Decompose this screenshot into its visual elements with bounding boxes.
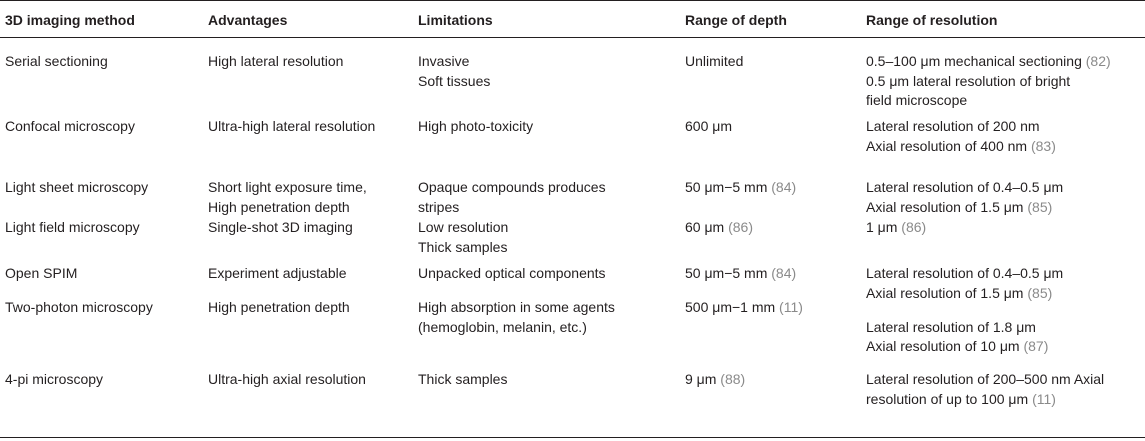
header-limitations: Limitations bbox=[418, 12, 493, 28]
cell-line: Opaque compounds produces bbox=[418, 179, 606, 195]
citation-ref: (83) bbox=[1030, 137, 1056, 154]
cell-line: (hemoglobin, melanin, etc.) bbox=[418, 318, 587, 335]
citation-ref: (82) bbox=[1085, 53, 1111, 69]
cell-line: 500 μm−1 mm (11) bbox=[685, 299, 803, 315]
cell-limitations: Invasive Soft tissues bbox=[418, 52, 490, 91]
cell-resolution: Lateral resolution of 1.8 μm Axial resolu… bbox=[866, 298, 1048, 357]
cell-line: Axial resolution of 10 μm (87) bbox=[866, 338, 1049, 354]
citation-ref: (84) bbox=[771, 179, 797, 195]
cell-line: Lateral resolution of 0.4–0.5 μm bbox=[866, 265, 1064, 281]
cell-method: Open SPIM bbox=[5, 265, 78, 281]
cell-advantages: Single-shot 3D imaging bbox=[208, 218, 353, 238]
cell-line: High lateral resolution bbox=[208, 53, 344, 69]
cell-depth: Unlimited bbox=[685, 52, 743, 72]
cell-line: Axial resolution of 1.5 μm (85) bbox=[866, 284, 1053, 301]
cell-line: 600 μm bbox=[685, 118, 732, 134]
bottom-rule bbox=[0, 437, 1145, 438]
citation-ref: (84) bbox=[771, 265, 797, 281]
header-depth: Range of depth bbox=[685, 12, 787, 28]
cell-limitations: High absorption in some agents (hemoglobi… bbox=[418, 298, 615, 337]
citation-ref: (11) bbox=[779, 299, 803, 315]
cell-line: 0.5–100 μm mechanical sectioning (82) bbox=[866, 53, 1111, 69]
cell-method: Light sheet microscopy bbox=[5, 179, 149, 195]
cell-method: Confocal microscopy bbox=[5, 118, 135, 134]
cell-depth: 9 μm (88) bbox=[685, 370, 745, 390]
cell-depth: 50 μm−5 mm (84) bbox=[685, 264, 796, 284]
cell-line: 60 μm (86) bbox=[685, 219, 753, 235]
cell-line: Thick samples bbox=[418, 238, 508, 255]
cell-method: 4-pi microscopy bbox=[5, 371, 104, 387]
cell-advantages: Ultra-high axial resolution bbox=[208, 370, 366, 390]
cell-advantages: Experiment adjustable bbox=[208, 264, 347, 284]
cell-line: High penetration depth bbox=[208, 198, 350, 215]
cell-line: High penetration depth bbox=[208, 299, 350, 315]
citation-ref: (86) bbox=[728, 219, 753, 235]
citation-ref: (87) bbox=[1023, 338, 1049, 354]
cell-line: Single-shot 3D imaging bbox=[208, 219, 353, 235]
cell-line: field microscope bbox=[866, 92, 968, 108]
cell-line: 50 μm−5 mm (84) bbox=[685, 179, 797, 195]
citation-ref: (88) bbox=[720, 371, 746, 387]
cell-limitations: Low resolution Thick samples bbox=[418, 218, 508, 257]
cell-line bbox=[866, 298, 1048, 318]
cell-depth: 500 μm−1 mm (11) bbox=[685, 298, 803, 318]
cell-line: Thick samples bbox=[418, 371, 508, 387]
header-resolution: Range of resolution bbox=[866, 12, 998, 28]
citation-ref: (85) bbox=[1027, 284, 1053, 301]
cell-advantages: Ultra-high lateral resolution bbox=[208, 117, 375, 137]
cell-depth: 60 μm (86) bbox=[685, 218, 753, 238]
cell-resolution: Lateral resolution of 0.4–0.5 μm Axial re… bbox=[866, 264, 1063, 303]
cell-line: 50 μm−5 mm (84) bbox=[685, 265, 797, 281]
cell-line: Unlimited bbox=[685, 53, 744, 69]
cell-line: Axial resolution of 400 nm (83) bbox=[866, 137, 1056, 154]
citation-ref: (85) bbox=[1027, 198, 1053, 215]
table-header-row: 3D imaging method Advantages Limitations… bbox=[0, 0, 1145, 37]
cell-method: Serial sectioning bbox=[5, 53, 108, 69]
header-advantages: Advantages bbox=[208, 12, 288, 28]
cell-resolution: Lateral resolution of 200–500 nm Axial re… bbox=[866, 370, 1104, 409]
cell-depth: 50 μm−5 mm (84) bbox=[685, 178, 796, 198]
cell-depth: 600 μm bbox=[685, 117, 732, 137]
cell-line: Ultra-high axial resolution bbox=[208, 371, 366, 387]
cell-line: Soft tissues bbox=[418, 72, 491, 89]
cell-method: Two-photon microscopy bbox=[5, 299, 153, 315]
cell-limitations: Thick samples bbox=[418, 370, 507, 390]
cell-line: Invasive bbox=[418, 53, 470, 69]
cell-limitations: High photo-toxicity bbox=[418, 117, 533, 137]
cell-resolution: Lateral resolution of 0.4–0.5 μm Axial re… bbox=[866, 178, 1063, 217]
cell-line: High photo-toxicity bbox=[418, 118, 534, 134]
cell-line: Unpacked optical components bbox=[418, 265, 606, 281]
cell-line: Ultra-high lateral resolution bbox=[208, 118, 376, 134]
citation-ref: (86) bbox=[901, 219, 927, 235]
header-method: 3D imaging method bbox=[5, 12, 135, 28]
cell-line: High absorption in some agents bbox=[418, 299, 615, 315]
cell-limitations: Opaque compounds produces stripes bbox=[418, 178, 606, 217]
citation-ref: (11) bbox=[1032, 390, 1056, 407]
cell-line: Lateral resolution of 0.4–0.5 μm bbox=[866, 179, 1064, 195]
cell-resolution: 1 μm (86) bbox=[866, 218, 926, 238]
top-rule bbox=[0, 0, 1145, 1]
cell-resolution: Lateral resolution of 200 nm Axial resolu… bbox=[866, 117, 1056, 156]
cell-resolution: 0.5–100 μm mechanical sectioning (82) 0.5… bbox=[866, 52, 1111, 111]
cell-line: 0.5 μm lateral resolution of bright bbox=[866, 72, 1071, 89]
cell-advantages: Short light exposure time, High penetrati… bbox=[208, 178, 367, 217]
cell-advantages: High lateral resolution bbox=[208, 52, 343, 72]
cell-limitations: Unpacked optical components bbox=[418, 264, 606, 284]
cell-line: stripes bbox=[418, 198, 460, 215]
cell-advantages: High penetration depth bbox=[208, 298, 350, 318]
cell-line: Low resolution bbox=[418, 219, 509, 235]
cell-line: Lateral resolution of 1.8 μm bbox=[866, 318, 1036, 335]
cell-line: Lateral resolution of 200–500 nm Axial bbox=[866, 371, 1105, 387]
cell-line: 1 μm (86) bbox=[866, 219, 927, 235]
cell-line: Experiment adjustable bbox=[208, 265, 347, 281]
cell-line: 9 μm (88) bbox=[685, 371, 746, 387]
header-rule bbox=[0, 37, 1145, 38]
cell-line: Lateral resolution of 200 nm bbox=[866, 118, 1040, 134]
cell-line: Short light exposure time, bbox=[208, 179, 367, 195]
cell-line: resolution of up to 100 μm (11) bbox=[866, 390, 1056, 407]
cell-method: Light field microscopy bbox=[5, 219, 140, 235]
cell-line: Axial resolution of 1.5 μm (85) bbox=[866, 198, 1053, 215]
